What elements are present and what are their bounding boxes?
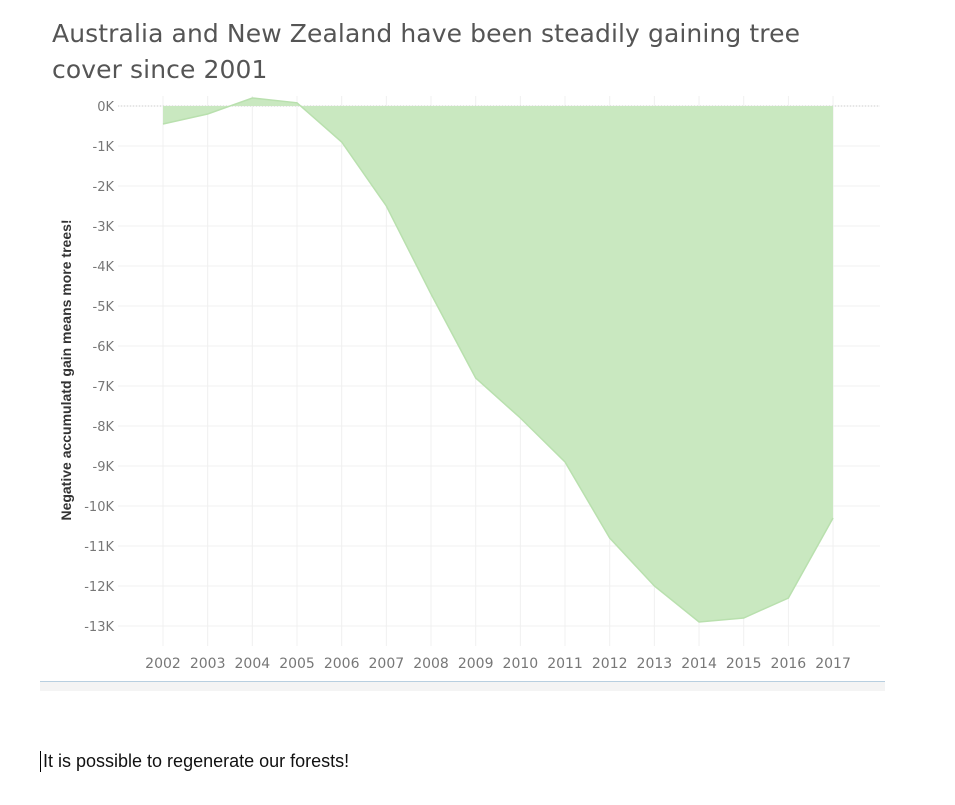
area-layer [161, 96, 835, 624]
x-tick-label: 2015 [726, 656, 762, 672]
data-point [295, 101, 299, 105]
series-line [162, 97, 834, 623]
x-tick-label: 2012 [592, 656, 628, 672]
x-tick-label: 2016 [771, 656, 807, 672]
data-point [742, 616, 746, 620]
chart-bottom-divider [40, 681, 885, 691]
data-point [161, 122, 165, 126]
x-tick-label: 2010 [503, 656, 539, 672]
y-tick-label: -2K [93, 180, 115, 195]
data-point [608, 536, 612, 540]
x-tick-label: 2003 [190, 656, 226, 672]
y-tick-label: -11K [84, 540, 114, 555]
x-tick-label: 2006 [324, 656, 360, 672]
y-tick-label: -8K [93, 420, 115, 435]
data-point [384, 204, 388, 208]
x-axis-ticks: 2002 2003 2004 2005 2006 2007 2008 2009 2010 2011… [145, 656, 851, 672]
x-tick-label: 2017 [815, 656, 851, 672]
chart-title: Australia and New Zealand have been stea… [52, 19, 801, 84]
data-point [786, 596, 790, 600]
y-tick-label: 0K [97, 100, 114, 115]
data-point [340, 140, 344, 144]
y-tick-label: -13K [84, 620, 114, 635]
y-tick-label: -10K [84, 500, 114, 515]
y-tick-label: -12K [84, 580, 114, 595]
data-point [474, 376, 478, 380]
y-tick-label: -6K [93, 340, 115, 355]
x-tick-label: 2011 [547, 656, 583, 672]
y-axis-ticks: 0K -1K -2K -3K -4K -5K -6K -7K -8K -9K -10K -11K -12… [84, 100, 114, 635]
caption-text: It is possible to regenerate our forests… [40, 751, 349, 772]
y-axis-label: Negative accumulatd gain means more tree… [58, 219, 74, 520]
data-point [652, 584, 656, 588]
x-tick-label: 2005 [279, 656, 315, 672]
y-tick-label: -4K [93, 260, 115, 275]
data-point [697, 620, 701, 624]
y-tick-label: -3K [93, 220, 115, 235]
data-point [563, 460, 567, 464]
y-tick-label: -5K [93, 300, 115, 315]
x-tick-label: 2002 [145, 656, 181, 672]
x-tick-label: 2007 [369, 656, 405, 672]
y-tick-label: -1K [93, 140, 115, 155]
data-point [206, 112, 210, 116]
x-tick-label: 2008 [413, 656, 449, 672]
data-point [518, 416, 522, 420]
x-tick-label: 2013 [637, 656, 673, 672]
x-tick-label: 2009 [458, 656, 494, 672]
data-point [831, 516, 835, 520]
x-tick-label: 2014 [681, 656, 717, 672]
y-tick-label: -9K [93, 460, 115, 475]
data-point [429, 292, 433, 296]
area-chart: 0K -1K -2K -3K -4K -5K -6K -7K -8K -9K -10K -11K -12… [58, 96, 880, 672]
x-tick-label: 2004 [235, 656, 271, 672]
y-tick-label: -7K [93, 380, 115, 395]
data-point [250, 96, 254, 100]
area-fill [163, 98, 834, 622]
